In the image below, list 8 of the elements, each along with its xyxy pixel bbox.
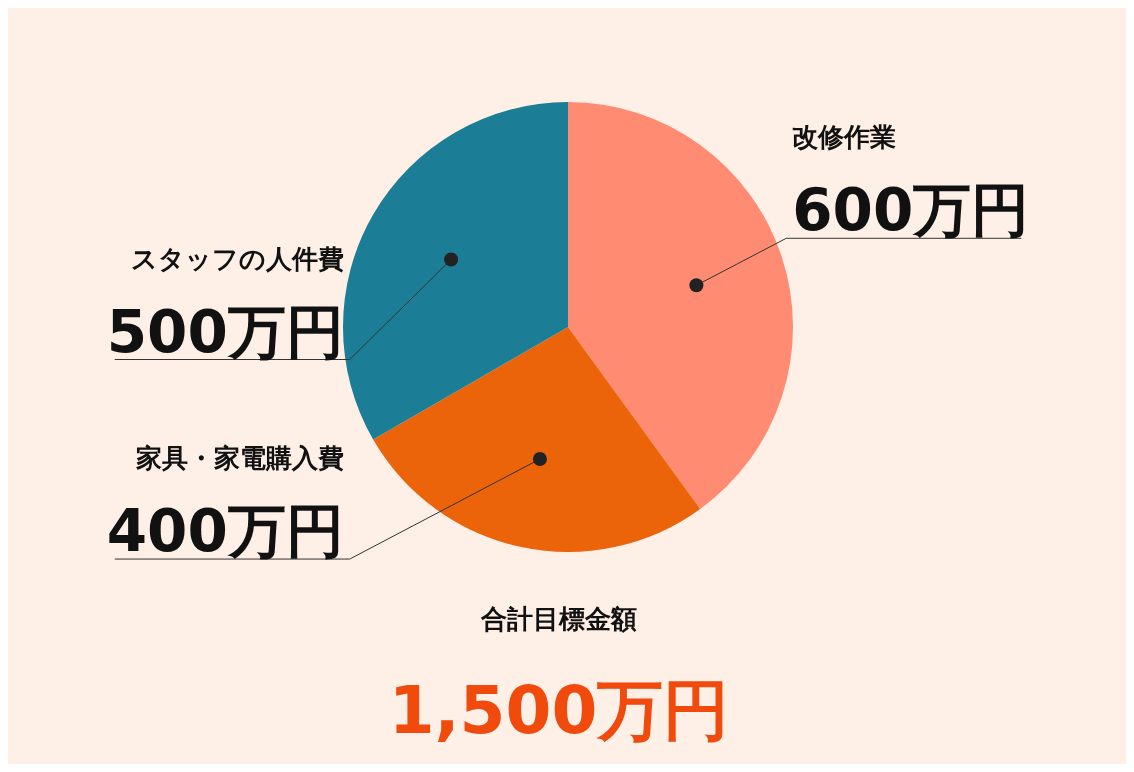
data-label: 400万円 <box>106 497 344 566</box>
data-label: 600万円 <box>792 176 1030 245</box>
data-label: 500万円 <box>106 297 344 366</box>
slice-label: 改修作業 <box>792 122 897 153</box>
text: 合計目標金額 <box>480 604 637 634</box>
slice-label: 家具・家電購入費 <box>134 443 344 474</box>
slice-label: スタッフの人件費 <box>130 243 344 274</box>
text: 1,500万円 <box>388 672 730 749</box>
